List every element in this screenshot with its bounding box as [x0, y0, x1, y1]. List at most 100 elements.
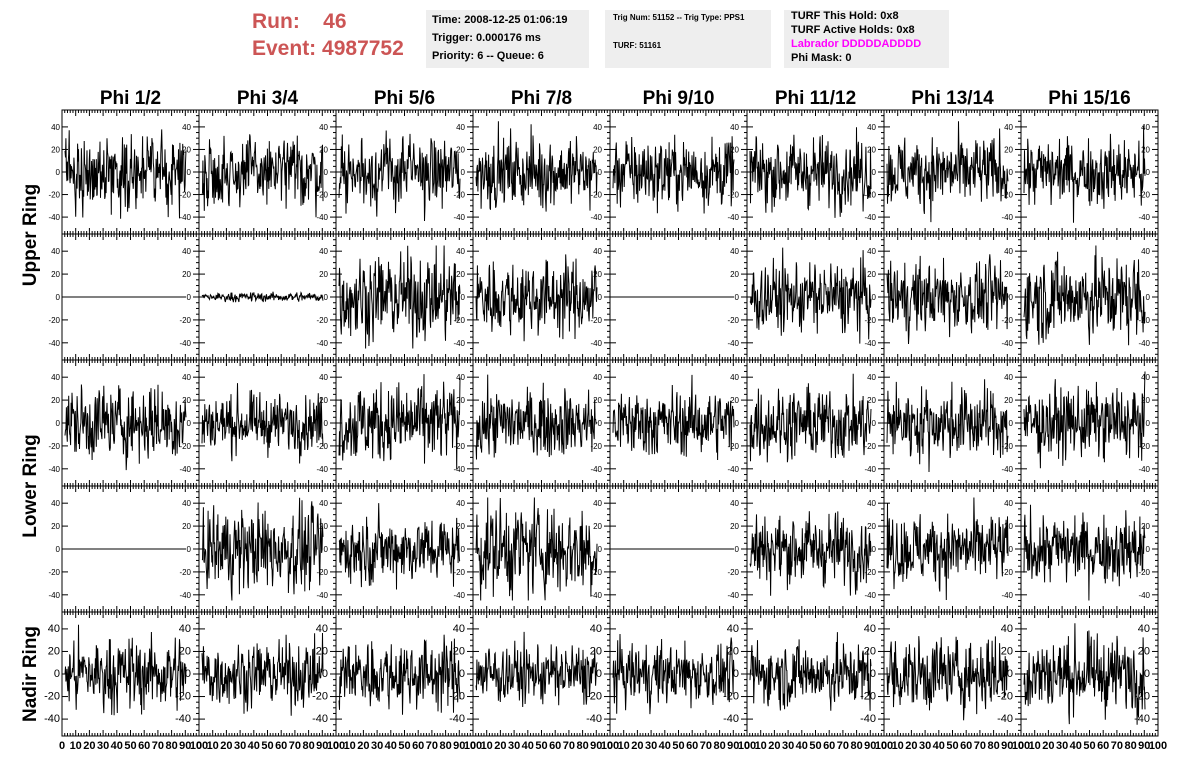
waveform-trace: [886, 121, 1009, 223]
waveform-trace: [612, 374, 735, 461]
y-tick-label: 40: [456, 123, 465, 132]
y-tick-label: -40: [48, 465, 60, 474]
y-tick-label: 20: [1141, 396, 1150, 405]
y-tick-label: -20: [1001, 191, 1013, 200]
y-tick-label: 40: [730, 123, 739, 132]
y-tick-label: 0: [872, 545, 877, 554]
y-tick-label: -20: [864, 316, 876, 325]
waveform-trace: [64, 384, 187, 471]
y-tick-label: -20: [727, 568, 739, 577]
y-tick-label: 0: [324, 419, 329, 428]
y-tick-label: 40: [51, 247, 60, 256]
y-tick-label: -20: [864, 442, 876, 451]
y-tick-label: -40: [312, 713, 328, 725]
y-tick-label: 40: [867, 123, 876, 132]
y-tick-label: -40: [179, 213, 191, 222]
y-tick-label: 40: [730, 373, 739, 382]
y-tick-label: 0: [56, 419, 61, 428]
y-tick-label: 20: [51, 145, 60, 154]
waveform-trace: [475, 497, 598, 601]
y-tick-label: 20: [1141, 522, 1150, 531]
y-tick-label: -40: [590, 591, 602, 600]
y-tick-label: -40: [1001, 213, 1013, 222]
y-tick-label: 20: [1004, 145, 1013, 154]
y-tick-label: 0: [56, 168, 61, 177]
y-tick-label: -40: [1001, 339, 1013, 348]
waveform-trace: [338, 245, 461, 349]
y-tick-label: 20: [51, 522, 60, 531]
y-tick-label: 40: [182, 499, 191, 508]
y-tick-label: -20: [727, 442, 739, 451]
waveform-trace: [338, 130, 461, 222]
waveform-trace: [612, 134, 735, 214]
y-tick-label: 0: [1146, 168, 1151, 177]
y-tick-label: 0: [56, 293, 61, 302]
y-tick-label: 0: [322, 668, 328, 680]
y-tick-label: 0: [1146, 545, 1151, 554]
y-tick-label: -20: [312, 691, 328, 703]
y-tick-label: -40: [48, 591, 60, 600]
y-tick-label: 20: [456, 145, 465, 154]
trig-num-text: Trig Num: 51152 -- Trig Type: PPS1: [613, 13, 745, 22]
waveform-trace: [749, 373, 872, 463]
y-tick-label: 0: [872, 168, 877, 177]
y-tick-label: 0: [1009, 293, 1014, 302]
y-tick-label: -20: [48, 442, 60, 451]
y-tick-label: -20: [590, 316, 602, 325]
y-tick-label: 40: [867, 499, 876, 508]
y-tick-label: 20: [319, 145, 328, 154]
y-tick-label: -20: [175, 691, 191, 703]
y-tick-label: -20: [727, 316, 739, 325]
y-tick-label: 20: [182, 396, 191, 405]
y-tick-label: 0: [733, 668, 739, 680]
y-tick-label: 20: [867, 270, 876, 279]
y-tick-label: -20: [179, 568, 191, 577]
y-tick-label: 40: [593, 373, 602, 382]
y-tick-label: 0: [187, 168, 192, 177]
turf-info-box: TURF This Hold: 0x8 TURF Active Holds: 0…: [784, 10, 949, 68]
y-tick-label: 40: [319, 373, 328, 382]
y-tick-label: -20: [864, 568, 876, 577]
y-tick-label: 20: [456, 522, 465, 531]
y-tick-label: 0: [735, 293, 740, 302]
column-header: Phi 9/10: [643, 88, 715, 109]
waveform-trace: [475, 374, 598, 460]
y-tick-label: -40: [316, 339, 328, 348]
y-tick-label: 40: [1141, 123, 1150, 132]
column-header: Phi 5/6: [374, 88, 435, 109]
y-tick-label: -40: [864, 465, 876, 474]
y-tick-label: 40: [1004, 247, 1013, 256]
y-tick-label: -20: [1001, 568, 1013, 577]
row-label: Upper Ring: [20, 184, 41, 286]
y-tick-label: 0: [596, 668, 602, 680]
y-tick-label: 40: [319, 499, 328, 508]
turf-this-hold-text: TURF This Hold: 0x8: [791, 10, 899, 22]
y-tick-label: 0: [187, 545, 192, 554]
y-tick-label: 20: [319, 396, 328, 405]
y-tick-label: 0: [598, 419, 603, 428]
y-tick-label: 40: [179, 623, 191, 635]
waveform-trace: [1023, 125, 1146, 223]
waveform-trace: [1023, 245, 1146, 346]
waveform-trace: [201, 291, 324, 303]
y-tick-label: -40: [453, 213, 465, 222]
waveform-trace: [749, 511, 872, 596]
y-tick-label: -20: [48, 191, 60, 200]
y-tick-label: 20: [593, 145, 602, 154]
y-tick-label: -40: [179, 465, 191, 474]
column-header: Phi 11/12: [775, 88, 856, 109]
waveform-trace: [886, 497, 1009, 601]
y-tick-label: 40: [51, 123, 60, 132]
y-tick-label: -20: [453, 568, 465, 577]
y-tick-label: 40: [593, 247, 602, 256]
run-event-box: Run: 46 Event: 4987752: [252, 8, 422, 68]
waveform-trace: [201, 383, 324, 464]
y-tick-label: -20: [179, 442, 191, 451]
y-tick-label: 20: [730, 522, 739, 531]
y-tick-label: -40: [44, 713, 60, 725]
waveform-trace: [475, 254, 598, 342]
y-tick-label: -40: [864, 213, 876, 222]
run-label: Run:: [252, 10, 300, 33]
waveform-trace: [338, 503, 461, 590]
waveform-trace: [64, 129, 187, 219]
